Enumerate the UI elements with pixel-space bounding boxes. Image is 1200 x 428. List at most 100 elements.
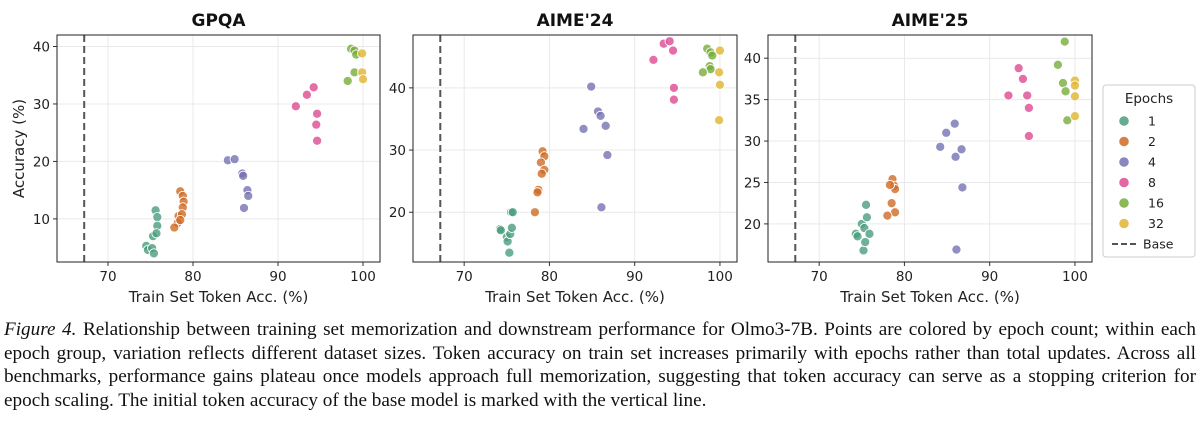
legend-marker-epoch-4 [1118, 156, 1130, 168]
data-point-epoch-1 [852, 231, 863, 242]
data-point-epoch-2 [884, 179, 895, 191]
data-point-epoch-8 [1003, 90, 1014, 101]
data-point-epoch-8 [312, 108, 323, 119]
chart-title: AIME'24 [537, 11, 614, 31]
data-point-epoch-32 [714, 115, 725, 126]
data-point-epoch-4 [949, 118, 960, 129]
x-tick-label: 100 [350, 269, 376, 285]
x-tick-label: 100 [1062, 269, 1088, 285]
y-tick-label: 10 [33, 212, 50, 228]
chart-panel-1: 70 80 90 100 10 20 30 40 GPQA Train Set Token Acc… [10, 11, 381, 306]
data-point-epoch-2 [529, 207, 540, 218]
data-point-epoch-4 [243, 190, 254, 201]
data-point-epoch-1 [504, 247, 515, 258]
data-point-epoch-4 [957, 182, 968, 193]
data-point-epoch-8 [1023, 102, 1034, 113]
x-tick-label: 90 [269, 269, 286, 285]
data-point-epoch-4 [586, 81, 597, 92]
data-point-epoch-8 [1013, 63, 1024, 74]
chart-title: AIME'25 [892, 11, 969, 31]
legend-label-epoch-16: 16 [1148, 196, 1164, 211]
legend-marker-epoch-2 [1118, 135, 1130, 148]
plot-frame [767, 34, 1093, 263]
data-point-epoch-1 [151, 228, 162, 239]
data-point-epoch-4 [238, 202, 250, 214]
legend-frame [1102, 84, 1196, 258]
legend-marker-epoch-1 [1118, 115, 1130, 127]
data-point-epoch-8 [1022, 90, 1033, 101]
legend-label-epoch-2: 2 [1148, 134, 1156, 149]
data-point-epoch-4 [578, 123, 589, 134]
legend-title: Epochs [1125, 91, 1173, 107]
data-point-epoch-8 [668, 45, 679, 56]
data-point-epoch-16 [1052, 59, 1063, 70]
legend-marker-epoch-16 [1118, 197, 1130, 209]
data-point-epoch-1 [864, 228, 875, 239]
data-point-epoch-1 [506, 222, 517, 233]
y-tick-label: 30 [389, 143, 406, 159]
caption-label: Figure 4. [4, 319, 77, 340]
legend-label-epoch-8: 8 [1148, 175, 1156, 190]
x-tick-label: 70 [99, 269, 116, 285]
data-point-epoch-2 [532, 187, 543, 198]
data-point-epoch-1 [507, 207, 518, 218]
x-axis-label: Train Set Token Acc. (%) [128, 288, 309, 306]
figure-charts: 70 80 90 100 10 20 30 40 GPQA Train Set Token Acc… [10, 11, 1196, 306]
data-point-epoch-4 [229, 154, 240, 165]
legend-marker-epoch-8 [1118, 176, 1130, 189]
data-point-epoch-2 [536, 168, 547, 179]
data-point-epoch-4 [950, 151, 961, 162]
y-axis-label: Accuracy (%) [10, 99, 28, 198]
data-point-epoch-4 [596, 202, 607, 213]
data-point-epoch-2 [882, 210, 893, 221]
data-point-epoch-1 [861, 212, 872, 223]
figure-caption: Figure 4. Relationship between training … [4, 318, 1196, 412]
x-tick-label: 90 [981, 269, 998, 285]
caption-text: Relationship between training set memori… [4, 319, 1196, 411]
data-point-epoch-8 [1017, 73, 1028, 84]
x-tick-label: 80 [541, 269, 558, 285]
data-point-epoch-1 [860, 237, 871, 248]
data-point-epoch-4 [238, 170, 249, 181]
x-axis-label: Train Set Token Acc. (%) [484, 288, 665, 306]
data-point-epoch-4 [595, 110, 606, 121]
legend-label-epoch-32: 32 [1148, 216, 1164, 231]
x-axis-label: Train Set Token Acc. (%) [839, 288, 1020, 306]
data-point-epoch-8 [668, 82, 679, 93]
legend: Epochs 1 2 4 8 16 32 Base [1102, 84, 1196, 258]
data-point-epoch-2 [169, 222, 180, 233]
data-point-epoch-4 [941, 127, 952, 138]
data-point-epoch-16 [697, 67, 708, 78]
y-tick-label: 40 [389, 81, 406, 97]
data-point-epoch-32 [357, 48, 368, 59]
legend-label-epoch-1: 1 [1148, 114, 1156, 129]
data-point-epoch-8 [664, 36, 675, 47]
data-point-epoch-4 [600, 120, 611, 131]
y-tick-label: 35 [744, 93, 761, 109]
chart-title: GPQA [191, 11, 246, 31]
x-tick-label: 80 [184, 269, 201, 285]
y-tick-label: 30 [744, 134, 761, 150]
data-point-epoch-16 [1060, 86, 1071, 97]
data-point-epoch-16 [1062, 115, 1073, 126]
y-tick-label: 25 [744, 175, 761, 191]
data-point-epoch-16 [342, 75, 353, 87]
data-point-epoch-32 [714, 67, 725, 78]
data-point-epoch-32 [1069, 80, 1080, 91]
data-point-epoch-16 [707, 50, 718, 61]
data-point-epoch-2 [886, 198, 897, 209]
plot-frame [412, 34, 738, 263]
data-point-epoch-2 [175, 214, 186, 226]
data-point-epoch-32 [357, 74, 369, 85]
data-point-epoch-32 [714, 79, 725, 90]
legend-marker-epoch-32 [1118, 217, 1130, 230]
y-tick-label: 20 [33, 154, 50, 170]
y-tick-label: 30 [33, 97, 50, 113]
x-tick-label: 70 [811, 269, 828, 285]
data-point-epoch-1 [148, 248, 159, 259]
y-tick-label: 20 [389, 205, 406, 221]
x-tick-label: 70 [456, 269, 473, 285]
data-point-epoch-8 [290, 101, 301, 112]
data-point-epoch-16 [1057, 78, 1069, 89]
data-point-epoch-32 [714, 45, 725, 56]
